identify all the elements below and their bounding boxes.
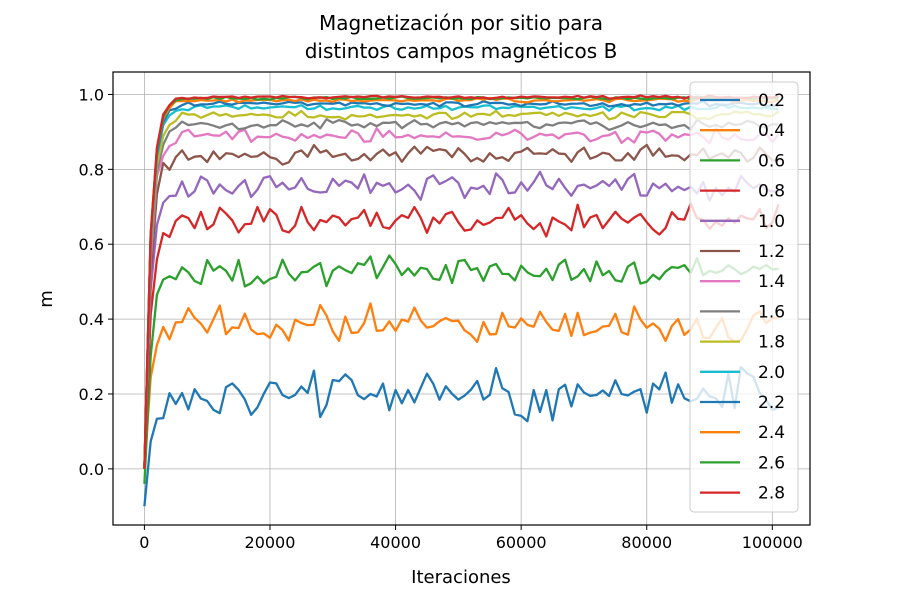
chart-title-line-2: distintos campos magnéticos B — [305, 39, 618, 63]
x-tick-label: 60000 — [496, 533, 547, 552]
series-line-0-2 — [143, 365, 779, 507]
legend-label: 1.8 — [758, 333, 785, 353]
legend-label: 1.4 — [758, 272, 785, 292]
legend-label: 1.6 — [758, 302, 785, 322]
series-lines-layer — [143, 94, 780, 507]
series-line-1-8 — [143, 109, 780, 469]
y-tick-label: 0.0 — [79, 460, 104, 479]
y-tick-label: 1.0 — [79, 85, 104, 104]
series-line-0-4 — [143, 302, 779, 469]
legend-label: 1.0 — [758, 212, 785, 232]
x-tick-label: 80000 — [621, 533, 672, 552]
legend-label: 2.6 — [758, 453, 785, 473]
legend-label: 2.4 — [758, 423, 785, 443]
series-line-0-8 — [143, 202, 780, 469]
legend-box — [689, 81, 799, 513]
y-tick-label: 0.4 — [79, 310, 104, 329]
series-line-2-0 — [143, 103, 779, 469]
legend-label: 0.8 — [758, 182, 785, 202]
x-tick-label: 0 — [139, 533, 149, 552]
series-line-2-2 — [143, 99, 779, 469]
x-tick-label: 100000 — [742, 533, 803, 552]
y-tick-label: 0.8 — [79, 160, 104, 179]
x-tick-label: 40000 — [370, 533, 421, 552]
series-line-2-4 — [143, 96, 779, 469]
legend-label: 0.2 — [758, 91, 785, 111]
series-line-2-8 — [143, 94, 779, 469]
legend: 0.2 0.4 0.6 0.8 1.0 1.2 1.4 1.6 1.8 2.0 2.2 2.4 2.6 2… — [689, 81, 799, 513]
series-line-1-4 — [143, 126, 780, 469]
axis-ticks-layer: 0 20000 40000 60000 80000 100000 0.0 0.2 0.4 0.6 0… — [79, 85, 803, 552]
y-axis-label: m — [36, 290, 57, 308]
y-tick-label: 0.6 — [79, 235, 104, 254]
series-line-1-6 — [143, 118, 779, 469]
legend-label: 0.6 — [758, 151, 785, 171]
legend-label: 2.8 — [758, 484, 785, 504]
y-tick-label: 0.2 — [79, 385, 104, 404]
x-axis-label: Iteraciones — [411, 567, 511, 588]
legend-label: 1.2 — [758, 242, 785, 262]
legend-label: 2.2 — [758, 393, 785, 413]
series-line-1-2 — [143, 143, 779, 469]
series-line-0-6 — [143, 254, 779, 484]
series-line-1-0 — [143, 170, 779, 469]
plot-frame — [112, 71, 811, 526]
legend-label: 2.0 — [758, 363, 785, 383]
legend-label: 0.4 — [758, 121, 785, 141]
chart-title-line-1: Magnetización por sitio para — [319, 11, 603, 35]
x-tick-label: 20000 — [245, 533, 296, 552]
